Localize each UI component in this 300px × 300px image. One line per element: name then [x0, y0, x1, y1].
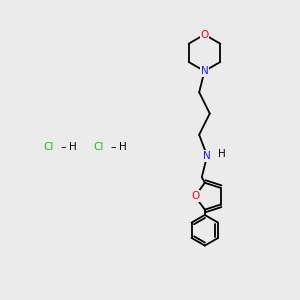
- Text: –: –: [110, 142, 116, 152]
- Text: H: H: [119, 142, 127, 152]
- Text: N: N: [201, 66, 208, 76]
- Text: N: N: [203, 151, 211, 161]
- Text: H: H: [218, 149, 226, 159]
- Text: H: H: [69, 142, 77, 152]
- Text: –: –: [60, 142, 66, 152]
- Text: O: O: [191, 191, 199, 201]
- Text: O: O: [200, 30, 208, 40]
- Text: Cl: Cl: [93, 142, 104, 152]
- Text: Cl: Cl: [43, 142, 54, 152]
